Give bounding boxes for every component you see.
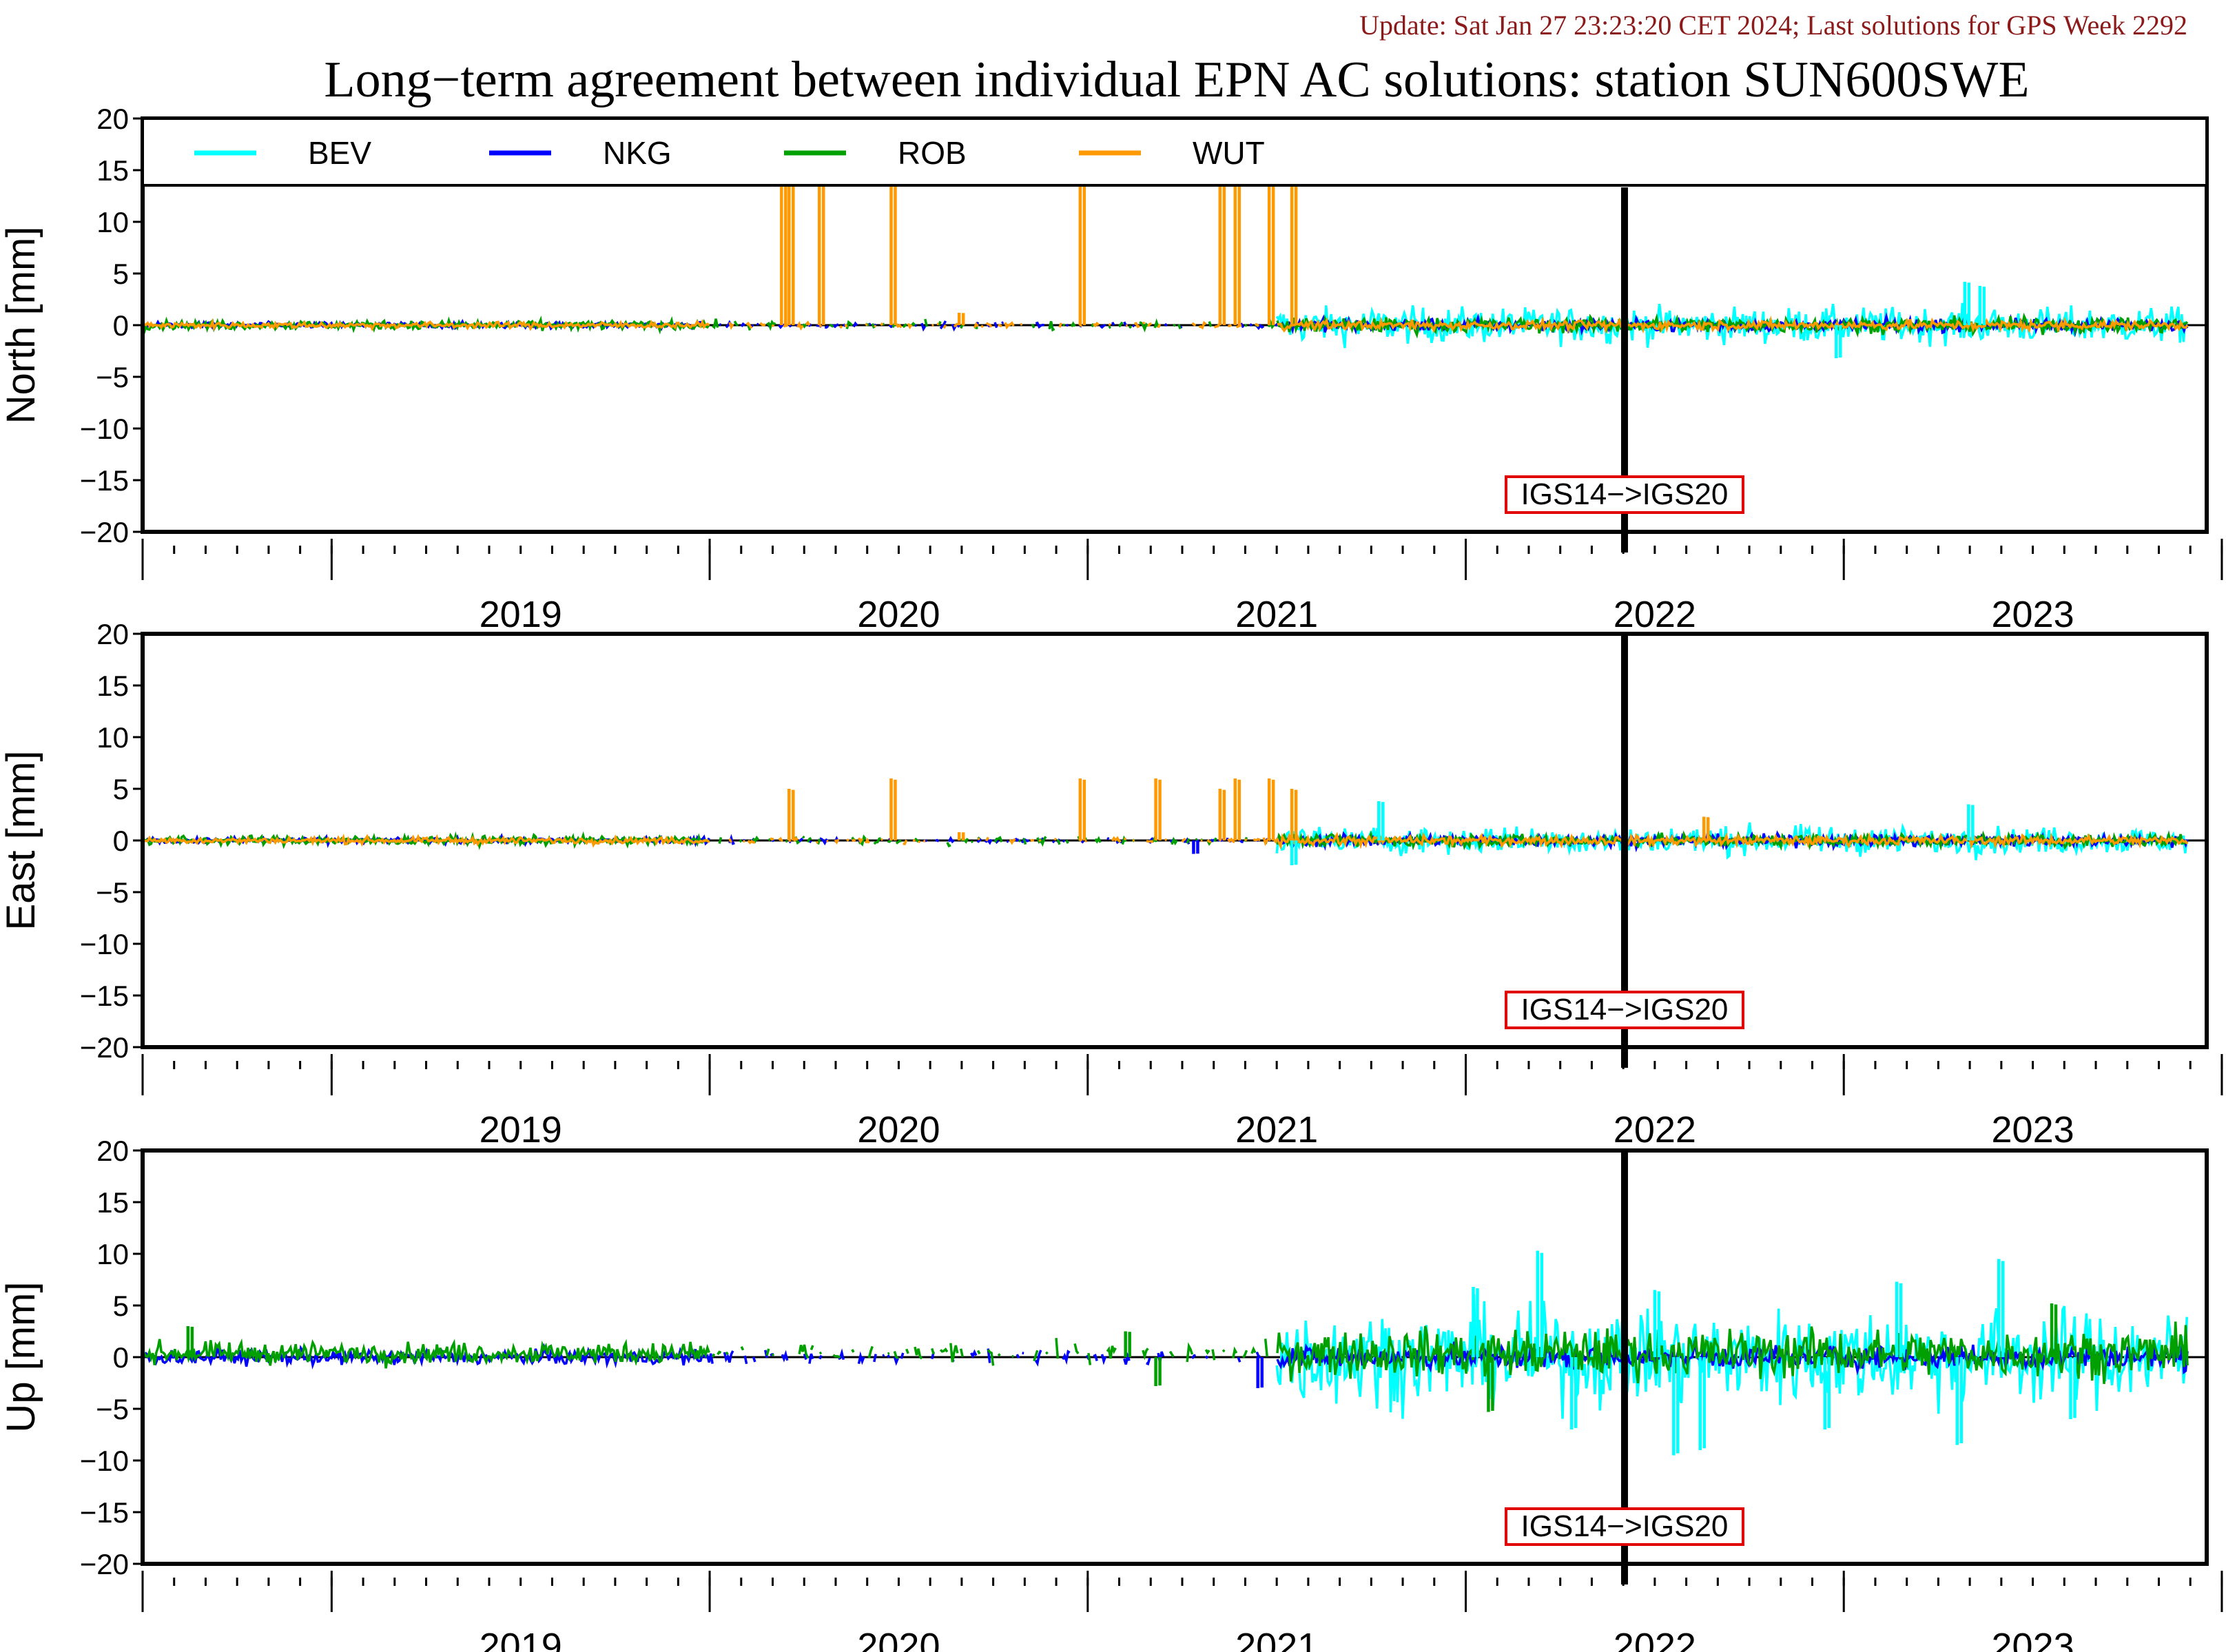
legend-entry-rob: ROB <box>784 135 967 171</box>
y-tick-label: 10 <box>96 206 129 238</box>
annotation-text: IGS14−>IGS20 <box>1521 1509 1729 1543</box>
legend-label: BEV <box>308 135 371 171</box>
series-rob <box>143 829 2188 851</box>
y-tick-label: −10 <box>80 928 129 960</box>
y-tick-label: 5 <box>113 1290 129 1322</box>
y-tick-label: −10 <box>80 1445 129 1477</box>
y-tick-label: 20 <box>96 1135 129 1167</box>
year-label: 2022 <box>1614 1626 1696 1652</box>
annotation-box <box>1504 475 1744 514</box>
y-tick-label: 0 <box>113 1341 129 1374</box>
series-rob <box>143 1321 2189 1384</box>
year-label: 2021 <box>1235 594 1318 635</box>
y-axis-label: East [mm] <box>0 750 43 930</box>
y-tick-label: 15 <box>96 154 129 187</box>
y-axis-label: Up [mm] <box>0 1281 43 1432</box>
legend-label: WUT <box>1193 135 1265 171</box>
y-tick-label: 5 <box>113 773 129 805</box>
y-tick-label: −20 <box>80 1031 129 1064</box>
legend-label: NKG <box>603 135 672 171</box>
panel-east: 20 15 10 5 0 −5 −10 −15 −20 East [mm] IGS14−>IGS20… <box>0 618 2223 1150</box>
annotation-text: IGS14−>IGS20 <box>1521 993 1729 1026</box>
y-tick-label: −20 <box>80 1548 129 1580</box>
year-label: 2021 <box>1235 1109 1318 1150</box>
y-tick-label: 20 <box>96 618 129 650</box>
y-tick-label: 20 <box>96 103 129 135</box>
y-tick-label: −5 <box>96 1393 129 1425</box>
panel-frame <box>141 632 2209 1049</box>
y-tick-label: −15 <box>80 1496 129 1529</box>
year-label: 2020 <box>857 1626 940 1652</box>
chart-title: Long−term agreement between individual E… <box>324 52 2029 108</box>
y-tick-label: −10 <box>80 413 129 445</box>
year-label: 2020 <box>857 594 940 635</box>
y-tick-label: 15 <box>96 670 129 702</box>
update-text: Update: Sat Jan 27 23:23:20 CET 2024; La… <box>1359 10 2187 41</box>
y-tick-label: −20 <box>80 516 129 548</box>
year-label: 2023 <box>1992 1109 2074 1150</box>
year-label: 2022 <box>1614 1109 1696 1150</box>
y-tick-label: 15 <box>96 1186 129 1219</box>
series-group <box>143 1250 2189 1456</box>
y-tick-label: 10 <box>96 1238 129 1270</box>
legend-entry-bev: BEV <box>194 135 371 171</box>
year-label: 2019 <box>480 594 562 635</box>
y-tick-label: −5 <box>96 361 129 393</box>
legend: BEV NKG ROB WUT <box>141 117 2208 187</box>
year-label: 2023 <box>1992 1626 2074 1652</box>
series-wut <box>143 315 2189 334</box>
annotation-box <box>1504 1507 1744 1546</box>
annotation-box <box>1504 991 1744 1029</box>
legend-entry-nkg: NKG <box>489 135 672 171</box>
panel-up: 20 15 10 5 0 −5 −10 −15 −20 Up [mm] IGS14−>IGS20 20… <box>0 1135 2223 1652</box>
annotation-text: IGS14−>IGS20 <box>1521 477 1729 511</box>
year-label: 2020 <box>857 1109 940 1150</box>
y-tick-label: −15 <box>80 980 129 1012</box>
reference-frame-annotation: IGS14−>IGS20 <box>1504 475 1744 514</box>
y-tick-label: −5 <box>96 876 129 909</box>
y-tick-label: −15 <box>80 464 129 497</box>
reference-frame-annotation: IGS14−>IGS20 <box>1504 991 1744 1029</box>
panels-group: 20 15 10 5 0 −5 −10 −15 −20 North [mm] IGS14−>IGS2… <box>0 103 2223 1652</box>
legend-entry-wut: WUT <box>1079 135 1265 171</box>
y-tick-label: 10 <box>96 721 129 754</box>
y-tick-label: 5 <box>113 258 129 290</box>
legend-label: ROB <box>898 135 967 171</box>
series-wut <box>143 832 2189 850</box>
year-label: 2023 <box>1992 594 2074 635</box>
year-label: 2021 <box>1235 1626 1318 1652</box>
panel-frame <box>141 1148 2209 1566</box>
y-tick-label: 0 <box>113 309 129 342</box>
reference-frame-annotation: IGS14−>IGS20 <box>1504 1507 1744 1546</box>
year-label: 2019 <box>480 1626 562 1652</box>
legend-box <box>141 117 2208 187</box>
series-group <box>143 778 2189 865</box>
y-tick-label: 0 <box>113 825 129 857</box>
y-axis-label: North [mm] <box>0 227 43 424</box>
year-label: 2022 <box>1614 594 1696 635</box>
year-label: 2019 <box>480 1109 562 1150</box>
